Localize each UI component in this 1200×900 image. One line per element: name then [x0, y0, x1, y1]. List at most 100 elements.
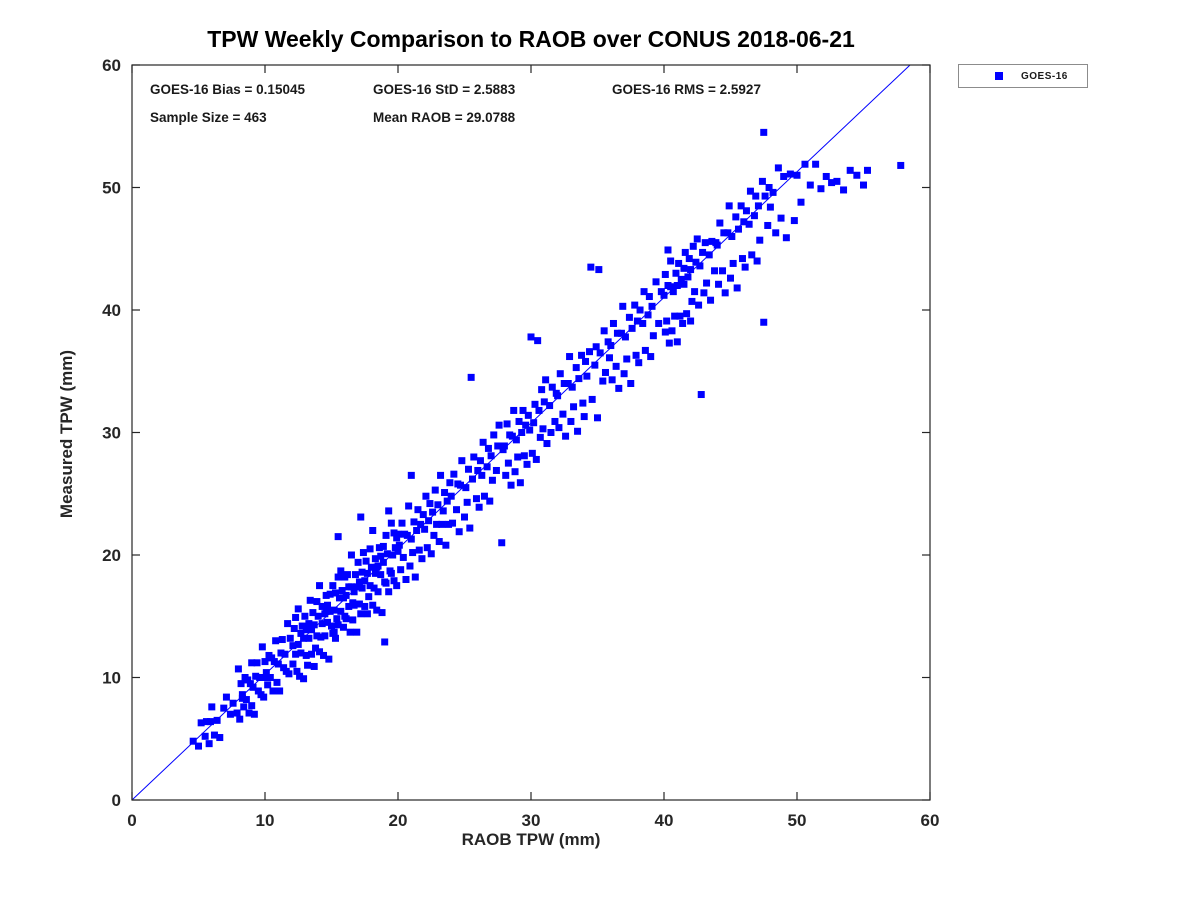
data-point: [863, 166, 871, 174]
data-point: [582, 357, 590, 365]
data-point: [700, 289, 708, 297]
data-point: [551, 417, 559, 425]
data-point: [378, 609, 386, 617]
data-point: [205, 740, 213, 748]
data-point: [250, 710, 258, 718]
data-point: [302, 626, 310, 634]
data-point: [689, 242, 697, 250]
data-point: [599, 377, 607, 385]
data-point: [546, 402, 554, 410]
data-point: [772, 229, 780, 237]
data-point: [510, 406, 518, 414]
data-point: [633, 317, 641, 325]
data-point: [476, 457, 484, 465]
data-point: [647, 353, 655, 361]
data-point: [377, 571, 385, 579]
data-point: [560, 380, 568, 387]
data-point: [318, 602, 326, 610]
data-point: [640, 288, 648, 296]
data-point: [607, 342, 615, 350]
data-point: [406, 562, 414, 570]
data-point: [233, 709, 241, 717]
data-point: [737, 202, 745, 210]
data-point: [464, 465, 472, 473]
data-point: [797, 198, 805, 206]
data-point: [274, 660, 282, 668]
data-point: [248, 659, 256, 667]
data-point: [703, 279, 711, 287]
data-point: [554, 392, 562, 400]
data-point: [402, 576, 410, 583]
data-point: [720, 229, 728, 237]
data-point: [680, 280, 688, 288]
data-point: [442, 541, 450, 549]
data-point: [379, 558, 387, 566]
data-point: [411, 573, 419, 581]
data-point: [331, 634, 339, 642]
data-point: [727, 274, 734, 282]
data-point: [316, 648, 324, 656]
data-point: [252, 672, 260, 680]
data-point: [277, 649, 285, 657]
data-point: [500, 442, 508, 450]
data-point: [764, 221, 772, 229]
data-point: [407, 471, 415, 479]
data-point: [636, 306, 644, 314]
legend-square-marker-icon: [995, 72, 1003, 80]
data-point: [389, 551, 397, 559]
data-point: [463, 498, 471, 506]
data-point: [355, 600, 363, 608]
data-point: [367, 563, 375, 571]
data-point: [508, 432, 516, 440]
data-point: [806, 181, 814, 189]
y-axis-label: Measured TPW (mm): [57, 349, 76, 519]
data-point: [292, 650, 300, 658]
data-point: [201, 732, 209, 740]
data-point: [426, 500, 434, 508]
data-point: [419, 511, 427, 519]
data-point: [326, 590, 334, 598]
data-point: [189, 737, 197, 745]
data-point: [677, 275, 685, 283]
data-point: [470, 453, 478, 461]
data-point: [399, 553, 407, 561]
data-point: [292, 613, 300, 621]
data-point: [609, 319, 617, 327]
data-point: [750, 212, 758, 220]
data-point: [249, 683, 257, 691]
data-point: [594, 414, 601, 422]
data-point: [492, 466, 500, 474]
data-point: [769, 188, 777, 196]
data-point: [333, 615, 341, 623]
data-point: [326, 607, 334, 615]
data-point: [355, 578, 363, 586]
data-point: [765, 184, 773, 191]
data-point: [583, 372, 591, 380]
data-point: [567, 417, 575, 425]
data-point: [347, 583, 355, 591]
data-point: [479, 438, 487, 446]
data-point: [394, 530, 402, 538]
data-point: [774, 164, 782, 172]
data-point: [431, 486, 439, 494]
data-point: [740, 218, 748, 226]
data-point: [318, 620, 326, 628]
data-point: [337, 567, 345, 575]
data-point: [519, 406, 527, 414]
data-point: [511, 468, 519, 476]
data-point: [246, 680, 254, 688]
data-point: [407, 535, 415, 543]
data-point: [480, 492, 488, 500]
data-point: [270, 658, 278, 666]
data-point: [334, 573, 342, 581]
data-point: [632, 351, 640, 359]
data-point: [461, 513, 468, 521]
data-point: [728, 233, 736, 240]
data-point: [353, 583, 361, 591]
data-point: [604, 338, 612, 346]
data-point: [742, 207, 750, 215]
data-point: [591, 361, 599, 369]
data-point: [434, 501, 442, 509]
data-point: [415, 546, 423, 554]
